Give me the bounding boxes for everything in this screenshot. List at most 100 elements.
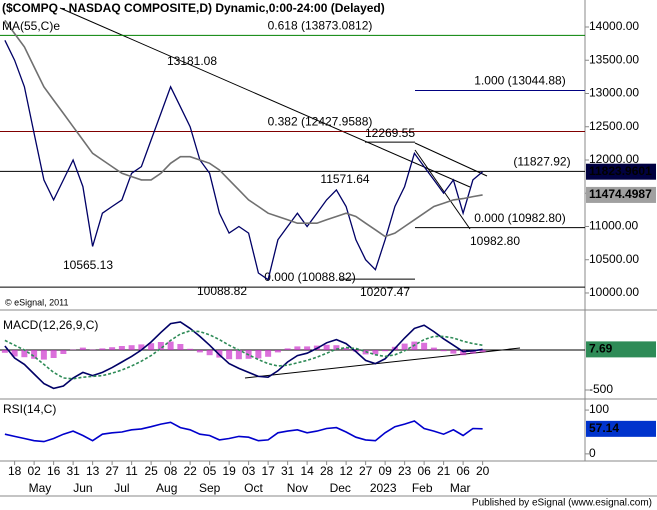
histogram-bar — [118, 346, 125, 350]
histogram-bar — [469, 350, 476, 354]
x-tick-label: 18 — [8, 464, 22, 478]
histogram-bar — [460, 350, 467, 356]
series-line — [4, 40, 484, 281]
histogram-bar — [421, 342, 428, 350]
level-label: 0.000 (10088.82) — [264, 270, 355, 284]
level-label: 1.000 (13044.88) — [474, 74, 565, 88]
x-tick-label: 14 — [300, 464, 314, 478]
month-label: Sep — [199, 481, 221, 495]
annotation: 13181.08 — [167, 54, 217, 68]
x-tick-label: 21 — [437, 464, 451, 478]
x-tick-label: 06 — [456, 464, 470, 478]
annotation: 10565.13 — [63, 258, 113, 272]
y-tick-label: 13000.00 — [589, 86, 639, 100]
histogram-bar — [226, 350, 233, 360]
histogram-bar — [1, 350, 8, 353]
annotation: 12269.55 — [365, 126, 415, 140]
histogram-bar — [187, 348, 194, 350]
y-tick-label: 13500.00 — [589, 52, 639, 66]
month-label: Oct — [244, 481, 263, 495]
histogram-bar — [265, 350, 272, 357]
histogram-bar — [79, 347, 86, 350]
annotation: 11571.64 — [320, 172, 369, 186]
histogram-bar — [196, 350, 203, 353]
histogram-bar — [157, 342, 164, 350]
annotation: 10207.47 — [360, 285, 410, 299]
value-box — [586, 163, 656, 180]
level-label: 0.000 (10982.80) — [474, 211, 565, 225]
histogram-bar — [440, 350, 447, 352]
footer: Published by eSignal (www.esignal.com) — [472, 498, 652, 509]
y-tick-label: 10500.00 — [589, 252, 639, 266]
value-box — [586, 420, 656, 437]
x-tick-label: 13 — [86, 464, 100, 478]
y-tick-label: -500 — [589, 382, 613, 396]
x-tick-label: 25 — [144, 464, 158, 478]
histogram-bar — [99, 348, 106, 350]
histogram-bar — [450, 350, 457, 354]
histogram-bar — [274, 350, 281, 353]
histogram-bar — [167, 341, 174, 350]
histogram-bar — [294, 346, 301, 350]
month-label: Mar — [450, 481, 471, 495]
month-label: Jul — [114, 481, 129, 495]
x-tick-label: 31 — [66, 464, 80, 478]
y-tick-label: 11000.00 — [589, 219, 638, 233]
histogram-bar — [479, 350, 486, 353]
histogram-bar — [372, 350, 379, 355]
month-label: 2023 — [370, 481, 397, 495]
value-box-label: 7.69 — [589, 342, 613, 356]
x-tick-label: 16 — [47, 464, 61, 478]
x-tick-label: 27 — [105, 464, 119, 478]
panel-title: RSI(14,C) — [3, 402, 56, 416]
histogram-bar — [284, 348, 291, 350]
chart-title: ($COMPQ - NASDAQ COMPOSITE,D) Dynamic,0:… — [2, 1, 385, 15]
histogram-bar — [343, 348, 350, 350]
x-tick-label: 11 — [125, 464, 138, 478]
histogram-bar — [31, 350, 38, 359]
x-tick-label: 08 — [164, 464, 178, 478]
histogram-bar — [177, 344, 184, 350]
x-tick-label: 06 — [417, 464, 431, 478]
y-tick-label: 14000.00 — [589, 19, 639, 33]
month-label: Jun — [73, 481, 92, 495]
histogram-bar — [235, 350, 242, 360]
annotation: 10088.82 — [197, 284, 247, 298]
histogram-bar — [128, 345, 135, 350]
value-box — [586, 341, 656, 358]
value-box-label: 57.14 — [589, 421, 619, 435]
level-label: (11827.92) — [513, 155, 570, 169]
series-line — [4, 321, 483, 390]
histogram-bar — [255, 350, 262, 359]
x-tick-label: 28 — [320, 464, 334, 478]
x-tick-label: 03 — [242, 464, 256, 478]
histogram-bar — [50, 350, 57, 358]
series-line — [4, 19, 483, 238]
month-label: Aug — [156, 481, 177, 495]
x-tick-label: 23 — [398, 464, 412, 478]
x-tick-label: 12 — [339, 464, 353, 478]
channel-line — [414, 142, 488, 177]
value-box-label: 11823.9601 — [589, 164, 652, 178]
month-label: Feb — [412, 481, 433, 495]
y-tick-label: 12000.00 — [589, 152, 639, 166]
histogram-bar — [304, 346, 311, 350]
histogram-bar — [109, 347, 116, 350]
x-tick-label: 20 — [476, 464, 490, 478]
histogram-bar — [333, 345, 340, 350]
x-tick-label: 02 — [27, 464, 41, 478]
legend-entry: MA(55,C)e — [2, 19, 60, 33]
trendline — [59, 7, 471, 188]
x-tick-label: 27 — [359, 464, 373, 478]
y-tick-label: 12500.00 — [589, 119, 639, 133]
y-tick-label: 10000.00 — [589, 285, 639, 299]
value-box — [586, 186, 656, 203]
histogram-bar — [40, 350, 47, 360]
histogram-bar — [60, 350, 67, 354]
histogram-bar — [138, 344, 145, 350]
series-line — [4, 420, 483, 443]
histogram-bar — [382, 350, 389, 352]
channel-line — [414, 149, 471, 230]
